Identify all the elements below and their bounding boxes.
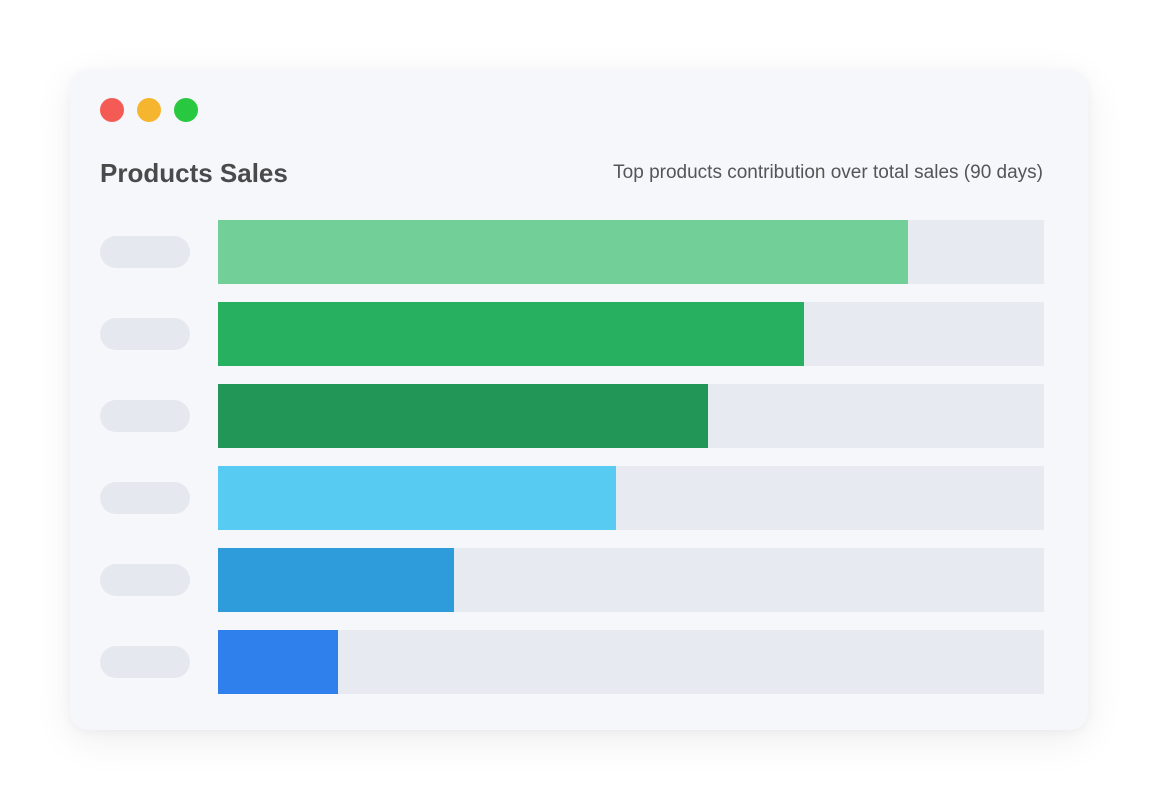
product-label-placeholder [100, 646, 190, 678]
bar-row [100, 384, 1044, 448]
product-label-placeholder [100, 400, 190, 432]
product-label-placeholder [100, 564, 190, 596]
chart-window: Products Sales Top products contribution… [70, 70, 1088, 730]
bar-row [100, 548, 1044, 612]
product-label-placeholder [100, 236, 190, 268]
bar-track [218, 384, 1044, 448]
bar[interactable] [218, 302, 804, 366]
close-window-button[interactable] [100, 98, 124, 122]
bar[interactable] [218, 220, 908, 284]
bar-track [218, 302, 1044, 366]
bar[interactable] [218, 630, 338, 694]
bar-row [100, 630, 1044, 694]
bar[interactable] [218, 384, 708, 448]
bar[interactable] [218, 548, 454, 612]
bar-track [218, 466, 1044, 530]
maximize-window-button[interactable] [174, 98, 198, 122]
minimize-window-button[interactable] [137, 98, 161, 122]
bar-row [100, 466, 1044, 530]
bar-row [100, 302, 1044, 366]
bar[interactable] [218, 466, 616, 530]
product-label-placeholder [100, 318, 190, 350]
chart-subtitle: Top products contribution over total sal… [613, 162, 1043, 183]
chart-title: Products Sales [100, 158, 288, 188]
bar-row [100, 220, 1044, 284]
bar-track [218, 220, 1044, 284]
bar-track [218, 548, 1044, 612]
product-label-placeholder [100, 482, 190, 514]
bar-track [218, 630, 1044, 694]
